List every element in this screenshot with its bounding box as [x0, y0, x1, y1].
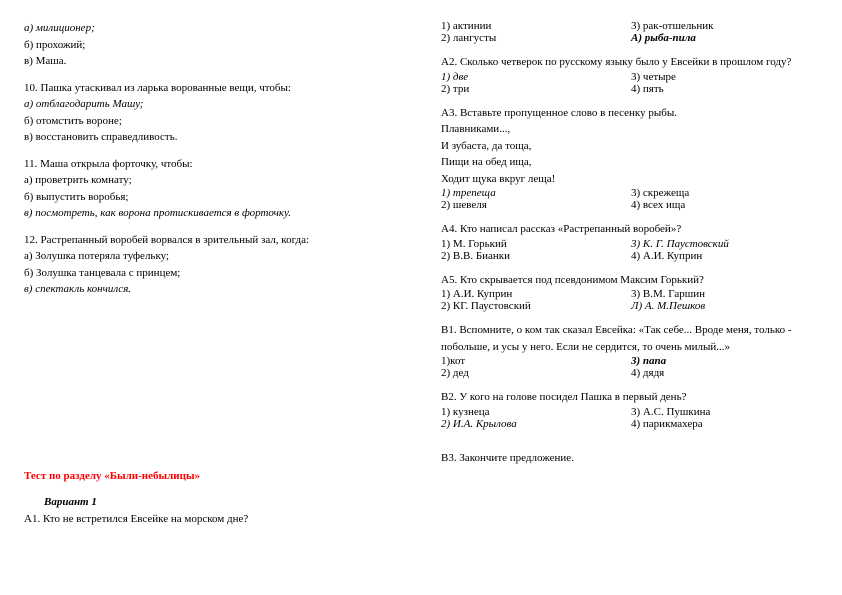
b3: В3. Закончите предложение. — [441, 450, 818, 467]
a3l3: Пищи на обед ища, — [441, 154, 818, 171]
q-b: б) прохожий; — [24, 37, 401, 54]
a3-1a: 1) трепеща — [441, 187, 496, 199]
q11c: в) посмотреть, как ворона протискивается… — [24, 207, 291, 219]
q12a: а) Золушка потеряла туфельку; — [24, 248, 401, 265]
q11a: а) проветрить комнату; — [24, 172, 401, 189]
b1-2a: 2) дед — [441, 367, 631, 379]
a5: А5. Кто скрывается под псевдонимом Макси… — [441, 272, 818, 289]
section-title: Тест по разделу «Были-небылицы» — [24, 470, 200, 482]
a1: А1. Кто не встретился Евсейке на морском… — [24, 511, 401, 528]
r1b: 3) рак-отшельник — [631, 20, 818, 32]
q12b: б) Золушка танцевала с принцем; — [24, 265, 401, 282]
variant: Вариант 1 — [44, 496, 97, 508]
a3l2: И зубаста, да тоща, — [441, 138, 818, 155]
a5-2b: Л) А. М.Пешков — [631, 300, 705, 312]
a3-1b: 3) скрежеща — [631, 187, 818, 199]
a3: А3. Вставьте пропущенное слово в песенку… — [441, 105, 818, 122]
r2a: 2) лангусты — [441, 32, 631, 44]
a3l4: Ходит щука вкруг леща! — [441, 171, 818, 188]
a4-2b: 4) А.И. Куприн — [631, 250, 818, 262]
q10: 10. Пашка утаскивал из ларька ворованные… — [24, 80, 401, 97]
b2-2a: 2) И.А. Крылова — [441, 418, 517, 430]
a2-2a: 2) три — [441, 83, 631, 95]
a2: А2. Сколько четверок по русскому языку б… — [441, 54, 818, 71]
q10c: в) восстановить справедливость. — [24, 129, 401, 146]
q11b: б) выпустить воробья; — [24, 189, 401, 206]
a3l1: Плавниками..., — [441, 121, 818, 138]
q10b: б) отомстить вороне; — [24, 113, 401, 130]
b2-2b: 4) парикмахера — [631, 418, 818, 430]
a2-1b: 3) четыре — [631, 71, 818, 83]
q12: 12. Растрепанный воробей ворвался в зрит… — [24, 232, 401, 249]
q-a: а) милиционер; — [24, 22, 95, 34]
a2-1a: 1) две — [441, 71, 468, 83]
a4-2a: 2) В.В. Бианки — [441, 250, 631, 262]
a4-1a: 1) М. Горький — [441, 238, 631, 250]
b1-1a: 1)кот — [441, 355, 631, 367]
q12c: в) спектакль кончился. — [24, 283, 131, 295]
left-column: а) милиционер; б) прохожий; в) Маша. 10.… — [24, 20, 401, 575]
a3-2a: 2) шевеля — [441, 199, 631, 211]
q10a: а) отблагодарить Машу; — [24, 98, 143, 110]
a2-2b: 4) пять — [631, 83, 818, 95]
a4: А4. Кто написал рассказ «Растрепанный во… — [441, 221, 818, 238]
b1: В1. Вспомните, о ком так сказал Евсейка:… — [441, 322, 818, 355]
b2-1b: 3) А.С. Пушкина — [631, 406, 818, 418]
right-column: 1) актинии 3) рак-отшельник 2) лангусты … — [441, 20, 818, 575]
b1-2b: 4) дядя — [631, 367, 818, 379]
a5-1b: 3) В.М. Гаршин — [631, 288, 818, 300]
a3-2b: 4) всех ища — [631, 199, 818, 211]
q-c: в) Маша. — [24, 53, 401, 70]
b2-1a: 1) кузнеца — [441, 406, 631, 418]
b2: В2. У кого на голове посидел Пашка в пер… — [441, 389, 818, 406]
a5-2a: 2) КГ. Паустовский — [441, 300, 631, 312]
b1-1b: 3) папа — [631, 355, 666, 367]
a4-1b: 3) К. Г. Паустовский — [631, 238, 729, 250]
q11: 11. Маша открыла форточку, чтобы: — [24, 156, 401, 173]
r1a: 1) актинии — [441, 20, 631, 32]
r2b: А) рыба-пила — [631, 32, 818, 44]
a5-1a: 1) А.И. Куприн — [441, 288, 631, 300]
